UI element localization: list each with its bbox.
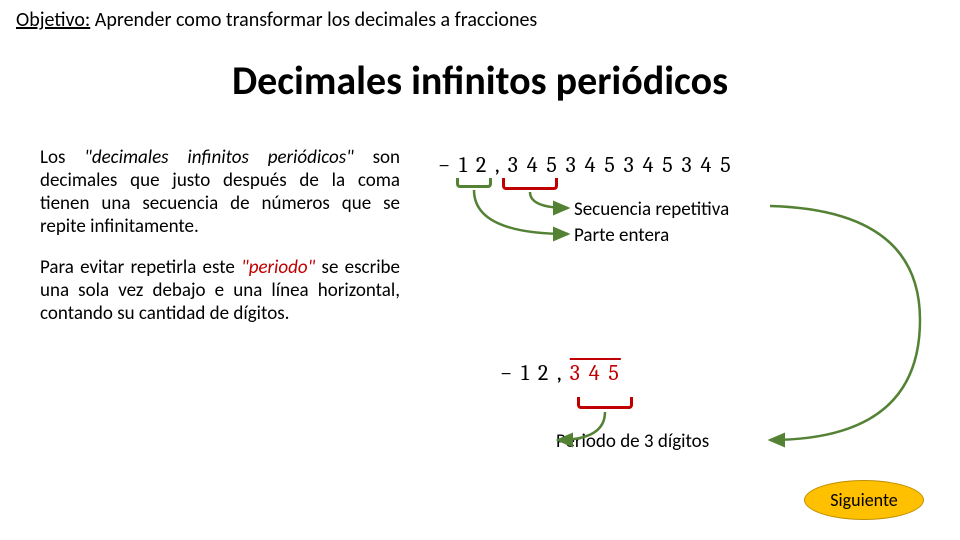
paragraph-2: Para evitar repetirla este "periodo" se …: [40, 256, 400, 325]
page-title: Decimales infinitos periódicos: [0, 56, 960, 105]
p2-pre: Para evitar repetirla este: [40, 256, 241, 279]
siguiente-label: Siguiente: [830, 489, 898, 511]
objetivo-line: Objetivo: Aprender como transformar los …: [16, 8, 537, 32]
expression-long: − 1 2 , 3 4 5 3 4 5 3 4 5 3 4 5: [438, 152, 733, 178]
label-parte-entera: Parte entera: [574, 224, 669, 247]
left-column: Los "decimales infinitos periódicos" son…: [40, 146, 400, 325]
expr2-period: 3 4 5: [570, 360, 621, 386]
label-periodo-3: Periodo de 3 dígitos: [556, 430, 709, 453]
expr2-pre: − 1 2 ,: [500, 360, 570, 386]
objetivo-text: Aprender como transformar los decimales …: [90, 8, 537, 32]
siguiente-button[interactable]: Siguiente: [804, 480, 924, 520]
p2-periodo: "periodo": [241, 256, 315, 279]
expression-short: − 1 2 , 3 4 5: [500, 360, 621, 386]
bracket-sequence: [502, 178, 558, 190]
bracket-integer-part: [456, 178, 492, 188]
arrow-parte-entera: [474, 190, 568, 234]
arrow-secuencia: [530, 192, 568, 208]
paragraph-1: Los "decimales infinitos periódicos" son…: [40, 146, 400, 238]
arrow-long-right: [770, 206, 920, 440]
bracket-period: [577, 397, 633, 409]
objetivo-label: Objetivo:: [16, 8, 90, 32]
p1-italic: "decimales infinitos periódicos": [84, 146, 354, 169]
label-secuencia: Secuencia repetitiva: [574, 198, 729, 221]
p1-pre: Los: [40, 146, 84, 169]
